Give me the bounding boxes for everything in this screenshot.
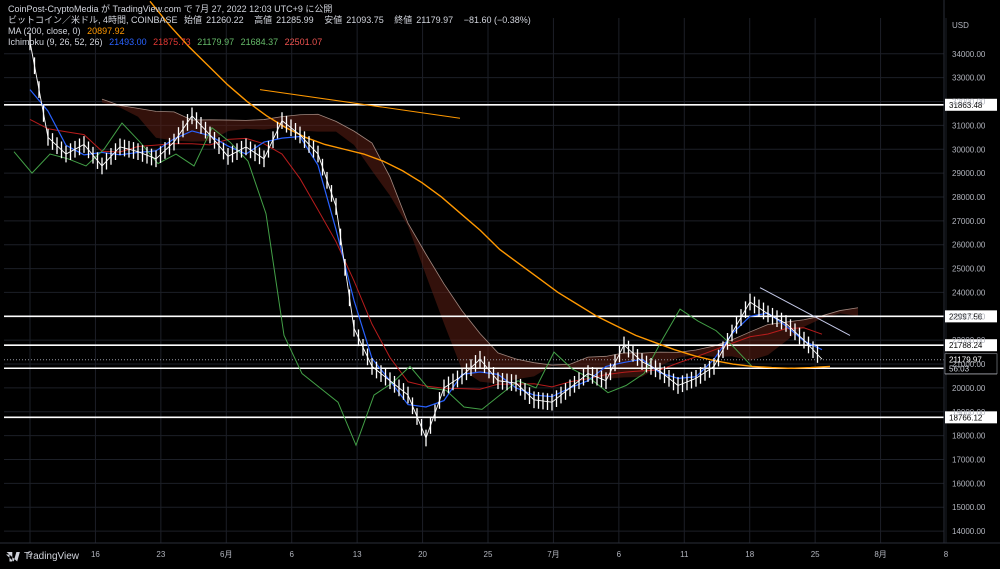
x-tick-label: 25 (484, 550, 493, 559)
y-tick-label: 25000.00 (952, 265, 986, 274)
publish-info: CoinPost-CryptoMedia が TradingView.com で… (8, 4, 333, 14)
currency-label: USD (952, 21, 969, 30)
last-price-label: 21179.97 (949, 356, 982, 365)
symbol-info: ビットコイン／米ドル, 4時間, COINBASE 始値 21260.22 高値 2… (8, 15, 531, 25)
ma-legend[interactable]: MA (200, close, 0) 20897.92 (8, 26, 125, 36)
close-path (29, 41, 823, 440)
y-tick-label: 29000.00 (952, 169, 986, 178)
x-tick-label: 16 (91, 550, 100, 559)
x-tick-label: 20 (418, 550, 427, 559)
lagging-span (13, 122, 753, 447)
x-tick-label: 13 (353, 550, 362, 559)
level-label: 18766.12 (949, 413, 983, 422)
y-tick-label: 28000.00 (952, 193, 986, 202)
ichimoku-legend[interactable]: Ichimoku (9, 26, 52, 26) 21493.00 21875.… (8, 37, 323, 47)
level-label: 21788.24 (949, 341, 983, 350)
x-tick-label: 7月 (547, 550, 559, 559)
level-label-bg (945, 310, 997, 323)
x-tick-label: 18 (745, 550, 754, 559)
x-tick-label: 6 (617, 550, 622, 559)
x-tick-label: 23 (156, 550, 165, 559)
grid (4, 18, 947, 543)
y-tick-label: 30000.00 (952, 145, 986, 154)
y-tick-label: 31000.00 (952, 121, 986, 130)
level-label-bg (945, 411, 997, 424)
x-tick-label: 8 (944, 550, 949, 559)
y-tick-label: 16000.00 (952, 479, 986, 488)
time-axis: 9 16 23 6月 6 13 20 25 7月 6 11 18 25 8月 8 (0, 542, 1000, 559)
y-tick-label: 14000.00 (952, 527, 986, 536)
tradingview-logo-icon (6, 551, 20, 562)
y-tick-label: 21000.00 (952, 360, 986, 369)
y-tick-label: 23000.00 (952, 312, 986, 321)
y-tick-label: 22000.00 (952, 336, 986, 345)
last-price-box (944, 353, 998, 375)
y-tick-label: 33000.00 (952, 74, 986, 83)
ma-200-line (149, 0, 831, 370)
y-tick-label: 27000.00 (952, 217, 986, 226)
x-tick-label: 6月 (220, 550, 232, 559)
level-label-bg (945, 98, 997, 111)
y-tick-label: 24000.00 (952, 288, 986, 297)
level-label: 22997.56 (949, 312, 983, 321)
y-tick-label: 19000.00 (952, 408, 986, 417)
y-tick-label: 15000.00 (952, 503, 986, 512)
level-label-bg (945, 339, 997, 352)
price-series (29, 33, 823, 447)
price-axis: USD 14000.00 15000.00 16000.00 17000.00 18000… (943, 0, 986, 543)
y-tick-label: 17000.00 (952, 455, 986, 464)
x-tick-label: 9 (28, 550, 33, 559)
tradingview-brand[interactable]: TradingView (6, 551, 79, 562)
level-label: 31863.48 (949, 101, 983, 110)
horizontal-levels: 31863.4822997.5621788.2420822.9218766.12… (4, 98, 998, 424)
y-tick-label: 20000.00 (952, 384, 986, 393)
resistance-trend-line (759, 287, 851, 336)
ichimoku-cloud-fill (102, 99, 858, 384)
x-tick-label: 11 (680, 550, 689, 559)
y-tick-label: 32000.00 (952, 98, 986, 107)
trend-line (259, 89, 461, 119)
x-tick-label: 8月 (874, 550, 886, 559)
y-tick-label: 34000.00 (952, 50, 986, 59)
countdown-label: 56:03 (949, 365, 970, 374)
x-tick-label: 25 (811, 550, 820, 559)
indicator-lines (13, 0, 851, 447)
conversion-line (29, 89, 823, 408)
y-tick-label: 18000.00 (952, 432, 986, 441)
y-tick-label: 26000.00 (952, 241, 986, 250)
x-tick-label: 6 (289, 550, 294, 559)
